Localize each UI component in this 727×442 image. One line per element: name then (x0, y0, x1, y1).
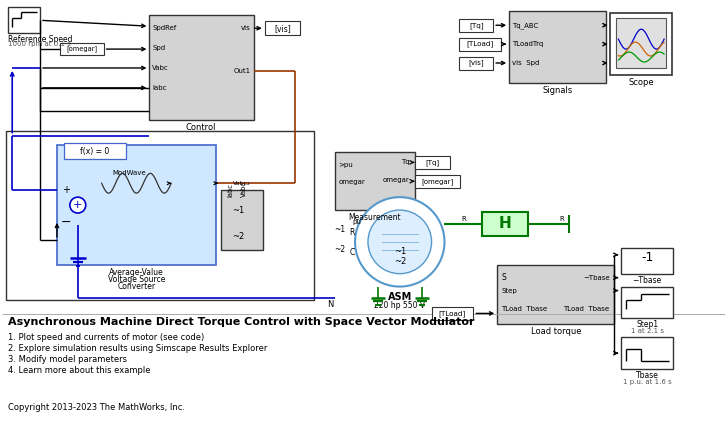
Text: Step1: Step1 (636, 320, 658, 329)
Text: SpdRef: SpdRef (153, 25, 177, 31)
Bar (459, 38, 501, 51)
Text: -1: -1 (641, 251, 654, 264)
Text: 4. Learn more about this example: 4. Learn more about this example (8, 366, 150, 375)
Text: ~1: ~1 (334, 225, 346, 234)
Text: [vis]: [vis] (274, 24, 291, 33)
Text: +: + (62, 185, 70, 195)
Text: H: H (499, 217, 512, 232)
Bar (60, 43, 104, 55)
Text: TLoadTrq: TLoadTrq (512, 41, 543, 47)
Text: [Tq]: [Tq] (425, 159, 440, 166)
Bar (221, 190, 262, 250)
Circle shape (368, 210, 432, 274)
Text: C: C (350, 248, 355, 257)
Text: Asynchronous Machine Direct Torque Control with Space Vector Modulator: Asynchronous Machine Direct Torque Contr… (8, 317, 475, 328)
Text: ~2: ~2 (393, 257, 406, 266)
Text: 1 at 2.1 s: 1 at 2.1 s (631, 328, 664, 334)
Bar (265, 21, 300, 35)
Text: +: + (73, 200, 82, 210)
Text: [Tq]: [Tq] (469, 22, 483, 29)
Bar (414, 156, 451, 169)
Bar (509, 11, 606, 83)
Bar (616, 18, 666, 68)
Bar (335, 152, 414, 210)
Text: ModWave: ModWave (113, 170, 146, 176)
Text: Vabc₂: Vabc₂ (233, 181, 251, 186)
Bar (432, 308, 473, 320)
Bar (622, 286, 673, 318)
Text: vis: vis (241, 25, 251, 31)
Bar (497, 265, 614, 324)
Bar (459, 57, 493, 70)
Text: [TLoad]: [TLoad] (439, 310, 466, 317)
Bar (64, 144, 126, 160)
Text: f(x) = 0: f(x) = 0 (80, 147, 109, 156)
Text: ~2: ~2 (334, 245, 346, 254)
Text: Out1: Out1 (233, 68, 251, 74)
Text: vis  Spd: vis Spd (512, 60, 539, 66)
Text: Control: Control (186, 122, 216, 132)
Text: omegar: omegar (383, 177, 410, 183)
Text: ~1: ~1 (393, 248, 406, 256)
Text: Average-Value: Average-Value (109, 268, 164, 277)
Text: Copyright 2013-2023 The MathWorks, Inc.: Copyright 2013-2023 The MathWorks, Inc. (8, 403, 185, 412)
Bar (149, 15, 254, 120)
Text: Measurement: Measurement (349, 213, 401, 222)
Text: Reference Speed: Reference Speed (8, 35, 73, 44)
Bar (611, 13, 672, 75)
Text: TLoad  Tbase: TLoad Tbase (563, 306, 609, 312)
Text: Tbase: Tbase (636, 371, 659, 380)
Bar (622, 337, 673, 369)
Text: Load torque: Load torque (531, 328, 581, 336)
Text: [vis]: [vis] (468, 60, 484, 66)
Text: 2. Explore simulation results using Simscape Results Explorer: 2. Explore simulation results using Sims… (8, 344, 268, 353)
Text: TLoad  Tbase: TLoad Tbase (501, 306, 547, 312)
Text: Step: Step (501, 288, 517, 293)
Bar (414, 175, 460, 188)
Text: 3. Modify model parameters: 3. Modify model parameters (8, 355, 127, 364)
Bar (7, 130, 314, 300)
Text: ~1: ~1 (232, 206, 244, 214)
Text: pu: pu (352, 219, 361, 225)
Text: Tq_ABC: Tq_ABC (512, 22, 538, 29)
Text: R: R (350, 229, 355, 237)
Text: ASM: ASM (387, 292, 412, 301)
Bar (8, 8, 40, 33)
Text: −Tbase: −Tbase (583, 274, 609, 281)
Bar (57, 145, 216, 265)
Circle shape (70, 197, 86, 213)
Text: 1 p.u. at 1.6 s: 1 p.u. at 1.6 s (623, 379, 672, 385)
Text: Signals: Signals (542, 86, 573, 95)
Text: N: N (327, 300, 334, 309)
Text: omegar: omegar (338, 179, 365, 185)
Circle shape (355, 197, 444, 286)
Text: 1000 rpm at 0.1 s: 1000 rpm at 0.1 s (8, 41, 71, 47)
Text: S: S (501, 273, 506, 282)
Text: >pu: >pu (338, 162, 353, 168)
Text: 220 hp 550 V: 220 hp 550 V (374, 301, 425, 310)
Bar (622, 248, 673, 274)
Text: Scope: Scope (628, 78, 654, 87)
Text: 1. Plot speed and currents of motor (see code): 1. Plot speed and currents of motor (see… (8, 333, 204, 342)
Text: Vabc: Vabc (153, 65, 169, 71)
Text: Vabc: Vabc (241, 181, 246, 197)
Text: Spd: Spd (153, 45, 166, 51)
Text: ~2: ~2 (232, 232, 244, 241)
Text: R: R (461, 216, 466, 222)
Text: [omegar]: [omegar] (422, 178, 454, 185)
Text: −: − (60, 216, 71, 229)
Text: Iabc: Iabc (228, 183, 234, 197)
Text: [omegar]: [omegar] (66, 46, 97, 53)
Text: Tq: Tq (401, 160, 410, 165)
Text: Voltage Source: Voltage Source (108, 274, 165, 284)
Text: Converter: Converter (117, 282, 156, 291)
Text: Iabc: Iabc (153, 85, 166, 91)
Bar (482, 212, 528, 236)
Text: [TLoad]: [TLoad] (467, 41, 494, 47)
Text: −Tbase: −Tbase (632, 276, 662, 285)
Text: R: R (559, 216, 564, 222)
Bar (459, 19, 493, 32)
